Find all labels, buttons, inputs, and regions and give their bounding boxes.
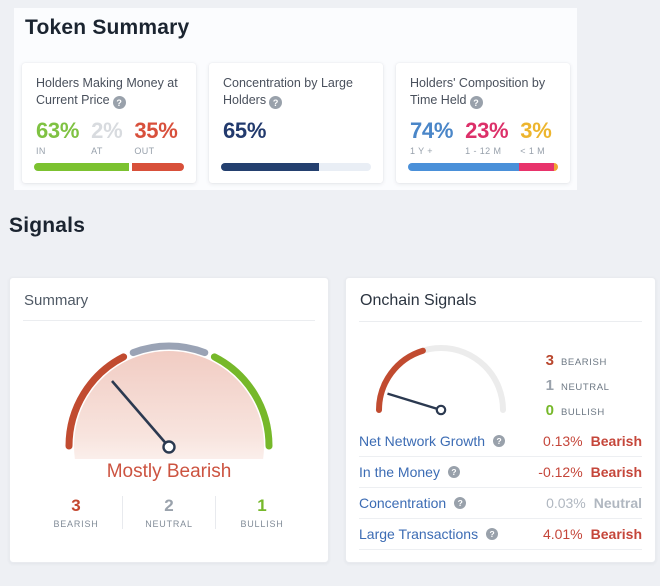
onchain-gauge-row: 3 BEARISH 1 NEUTRAL 0 BULLISH xyxy=(346,322,655,422)
time-held-bar xyxy=(408,163,558,171)
signal-state: Bearish xyxy=(590,433,642,449)
summary-gauge-svg xyxy=(65,342,273,459)
divider xyxy=(359,321,642,322)
card-stats: 74% 1 Y + 23% 1 - 12 M 3% < 1 M xyxy=(410,118,556,156)
token-summary-cards: Holders Making Money at Current Price? 6… xyxy=(22,63,570,183)
onchain-signals-panel: Onchain Signals 3 BEARISH 1 NEUTRAL 0 BU… xyxy=(345,277,656,563)
card-stats: 65% xyxy=(223,118,369,156)
token-summary-heading: Token Summary xyxy=(25,16,190,39)
summary-counts: 3 BEARISH 2 NEUTRAL 1 BULLISH xyxy=(10,496,328,529)
legend-neutral: 1 NEUTRAL xyxy=(545,376,610,394)
gauge-arc-bullish xyxy=(210,353,273,450)
signal-state: Bearish xyxy=(590,526,642,542)
concentration-bar xyxy=(221,163,371,171)
stat-in: 63% IN xyxy=(36,118,80,157)
signals-heading: Signals xyxy=(9,214,86,237)
signal-row-net-network-growth: Net Network Growth? 0.13% Bearish xyxy=(359,426,642,457)
summary-gauge xyxy=(10,335,328,459)
card-concentration: Concentration by Large Holders? 65% xyxy=(209,63,383,183)
signal-value: 4.01% xyxy=(542,526,583,542)
count-bullish: 1 BULLISH xyxy=(215,496,308,529)
card-title: Holders Making Money at Current Price? xyxy=(36,76,178,110)
card-title: Holders' Composition by Time Held? xyxy=(410,76,546,110)
card-stats: 63% IN 2% AT 35% OUT xyxy=(36,118,182,156)
summary-panel-title: Summary xyxy=(24,292,89,309)
legend-bearish: 3 BEARISH xyxy=(545,351,607,369)
onchain-panel-title: Onchain Signals xyxy=(360,292,477,309)
help-icon[interactable]: ? xyxy=(469,96,483,110)
summary-panel: Summary Mostly Bearish 3 BEARISH xyxy=(9,277,329,563)
signal-value: -0.12% xyxy=(538,464,583,480)
stat-concentration: 65% xyxy=(223,118,267,144)
onchain-gauge-svg xyxy=(376,345,506,416)
signal-row-concentration: Concentration? 0.03% Neutral xyxy=(359,488,642,519)
count-bearish: 3 BEARISH xyxy=(53,496,99,529)
gauge-needle-pivot xyxy=(435,404,447,416)
signal-link[interactable]: In the Money? xyxy=(359,464,460,480)
in-out-bar xyxy=(34,163,184,171)
help-icon[interactable]: ? xyxy=(493,435,506,447)
signal-state: Neutral xyxy=(593,495,642,511)
help-icon[interactable]: ? xyxy=(454,497,467,509)
legend-bullish: 0 BULLISH xyxy=(545,401,605,419)
stat-1y-plus: 74% 1 Y + xyxy=(410,118,454,157)
card-title: Concentration by Large Holders? xyxy=(223,76,353,110)
stat-1-12m: 23% 1 - 12 M xyxy=(465,118,509,157)
count-neutral: 2 NEUTRAL xyxy=(122,496,215,529)
help-icon[interactable]: ? xyxy=(486,528,499,540)
onchain-legend: 3 BEARISH 1 NEUTRAL 0 BULLISH xyxy=(544,352,610,419)
help-icon[interactable]: ? xyxy=(112,96,126,110)
signal-row-large-transactions: Large Transactions? 4.01% Bearish xyxy=(359,519,642,550)
signal-state: Bearish xyxy=(590,464,642,480)
signal-link[interactable]: Concentration? xyxy=(359,495,467,511)
gauge-needle xyxy=(387,392,442,412)
signal-link[interactable]: Net Network Growth? xyxy=(359,433,506,449)
gauge-arc-bearish xyxy=(65,353,128,450)
gauge-reading: Mostly Bearish xyxy=(106,461,232,482)
signal-value: 0.13% xyxy=(542,433,583,449)
card-holders-making-money: Holders Making Money at Current Price? 6… xyxy=(22,63,196,183)
help-icon[interactable]: ? xyxy=(447,466,460,478)
stat-at: 2% AT xyxy=(91,118,123,157)
gauge-track xyxy=(376,345,506,413)
signal-row-in-the-money: In the Money? -0.12% Bearish xyxy=(359,457,642,488)
signal-link[interactable]: Large Transactions? xyxy=(359,526,499,542)
stat-out: 35% OUT xyxy=(134,118,178,157)
stat-under-1m: 3% < 1 M xyxy=(520,118,552,157)
gauge-arc-neutral xyxy=(129,342,209,357)
help-icon[interactable]: ? xyxy=(269,96,283,110)
gauge-needle xyxy=(111,380,170,448)
gauge-fill xyxy=(74,351,264,459)
gauge-needle-pivot xyxy=(162,440,176,454)
gauge-arc-bearish xyxy=(376,347,426,413)
onchain-signal-rows: Net Network Growth? 0.13% Bearish In the… xyxy=(346,426,655,550)
card-time-held: Holders' Composition by Time Held? 74% 1… xyxy=(396,63,570,183)
divider xyxy=(23,320,315,321)
signal-value: 0.03% xyxy=(546,495,586,511)
